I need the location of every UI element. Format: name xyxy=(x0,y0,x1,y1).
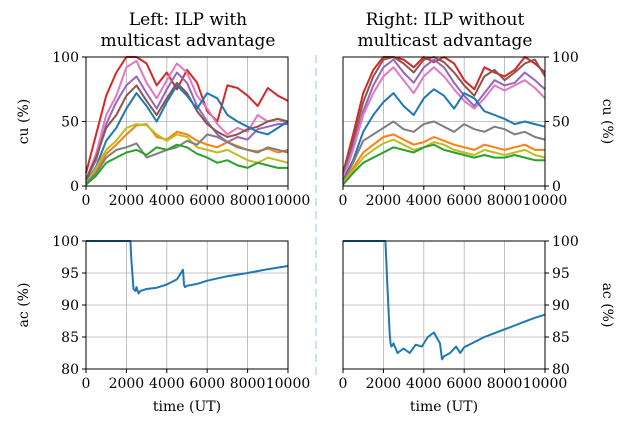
x-tick-label-5: 10000 xyxy=(523,376,568,392)
y-axis-label: cu (%) xyxy=(16,99,32,145)
series-line-8 xyxy=(342,143,545,186)
x-tick-label-2: 4000 xyxy=(406,376,442,392)
y-tick-label-0: 0 xyxy=(70,179,79,195)
x-tick-label-0: 0 xyxy=(339,376,348,392)
x-tick-label-0: 0 xyxy=(82,376,91,392)
y-tick-label-1: 50 xyxy=(61,115,79,131)
y-tick-label-4: 100 xyxy=(52,234,79,250)
left-title-line-2: multicast advantage xyxy=(100,31,275,51)
x-tick-label-0: 0 xyxy=(82,193,91,209)
series-line-0 xyxy=(86,240,289,295)
series-line-5 xyxy=(342,120,546,183)
series-line-1 xyxy=(342,56,546,176)
y-axis-label: cu (%) xyxy=(599,99,615,145)
x-tick-label-3: 6000 xyxy=(446,376,482,392)
series-line-3 xyxy=(85,81,289,181)
y-tick-label-1: 50 xyxy=(552,115,570,131)
panel-ac-left: 0 2000 4000 6000 8000 10000 80 85 90 95 100 ac (%) t… xyxy=(16,234,310,415)
series-line-8 xyxy=(85,143,288,186)
x-axis-label: time (UT) xyxy=(410,399,478,415)
x-axis-label: time (UT) xyxy=(153,399,221,415)
series-line-4 xyxy=(342,88,546,182)
x-tick-label-3: 6000 xyxy=(189,193,225,209)
y-tick-label-2: 100 xyxy=(52,50,79,66)
y-tick-label-3: 95 xyxy=(61,266,79,282)
series-line-2 xyxy=(85,71,288,181)
y-tick-label-2: 90 xyxy=(552,298,570,314)
series-line-2 xyxy=(342,58,546,179)
y-tick-label-2: 100 xyxy=(552,50,579,66)
panel-cu-left: 0 2000 4000 6000 8000 10000 0 50 100 cu (%) xyxy=(16,50,310,209)
series-line-1 xyxy=(85,59,289,180)
x-tick-label-4: 8000 xyxy=(230,193,266,209)
x-tick-label-5: 10000 xyxy=(523,193,568,209)
series-line-5 xyxy=(85,123,289,185)
x-tick-label-4: 8000 xyxy=(230,376,266,392)
y-tick-label-0: 80 xyxy=(552,362,570,378)
series-line-7 xyxy=(342,138,546,185)
series-line-6 xyxy=(85,123,289,184)
x-tick-label-0: 0 xyxy=(339,193,348,209)
x-tick-label-2: 4000 xyxy=(149,193,185,209)
series-line-0 xyxy=(343,240,546,361)
y-tick-label-3: 95 xyxy=(552,266,570,282)
y-tick-label-0: 0 xyxy=(552,179,561,195)
right-title-line-2: multicast advantage xyxy=(357,31,532,51)
series-line-0 xyxy=(85,56,289,174)
series-line-3 xyxy=(342,66,546,180)
x-tick-label-4: 8000 xyxy=(487,193,523,209)
y-axis-label: ac (%) xyxy=(16,283,32,328)
x-tick-label-5: 10000 xyxy=(266,376,311,392)
x-tick-label-2: 4000 xyxy=(149,376,185,392)
x-tick-label-1: 2000 xyxy=(109,376,145,392)
series-line-7 xyxy=(85,133,289,185)
x-tick-label-2: 4000 xyxy=(406,193,442,209)
y-tick-label-1: 85 xyxy=(61,330,79,346)
y-tick-label-1: 85 xyxy=(552,330,570,346)
y-tick-label-4: 100 xyxy=(552,234,579,250)
x-tick-label-3: 6000 xyxy=(189,376,225,392)
y-tick-label-0: 80 xyxy=(61,362,79,378)
x-tick-label-1: 2000 xyxy=(366,376,402,392)
x-tick-label-3: 6000 xyxy=(446,193,482,209)
series-line-6 xyxy=(342,133,545,184)
right-title-line-1: Right: ILP without xyxy=(366,10,525,30)
x-tick-label-1: 2000 xyxy=(109,193,145,209)
x-tick-label-4: 8000 xyxy=(487,376,523,392)
series-line-4 xyxy=(85,84,289,183)
x-tick-label-5: 10000 xyxy=(266,193,311,209)
y-tick-label-2: 90 xyxy=(61,298,79,314)
x-tick-label-1: 2000 xyxy=(366,193,402,209)
y-axis-label: ac (%) xyxy=(599,283,615,328)
left-title-line-1: Left: ILP with xyxy=(129,10,247,30)
